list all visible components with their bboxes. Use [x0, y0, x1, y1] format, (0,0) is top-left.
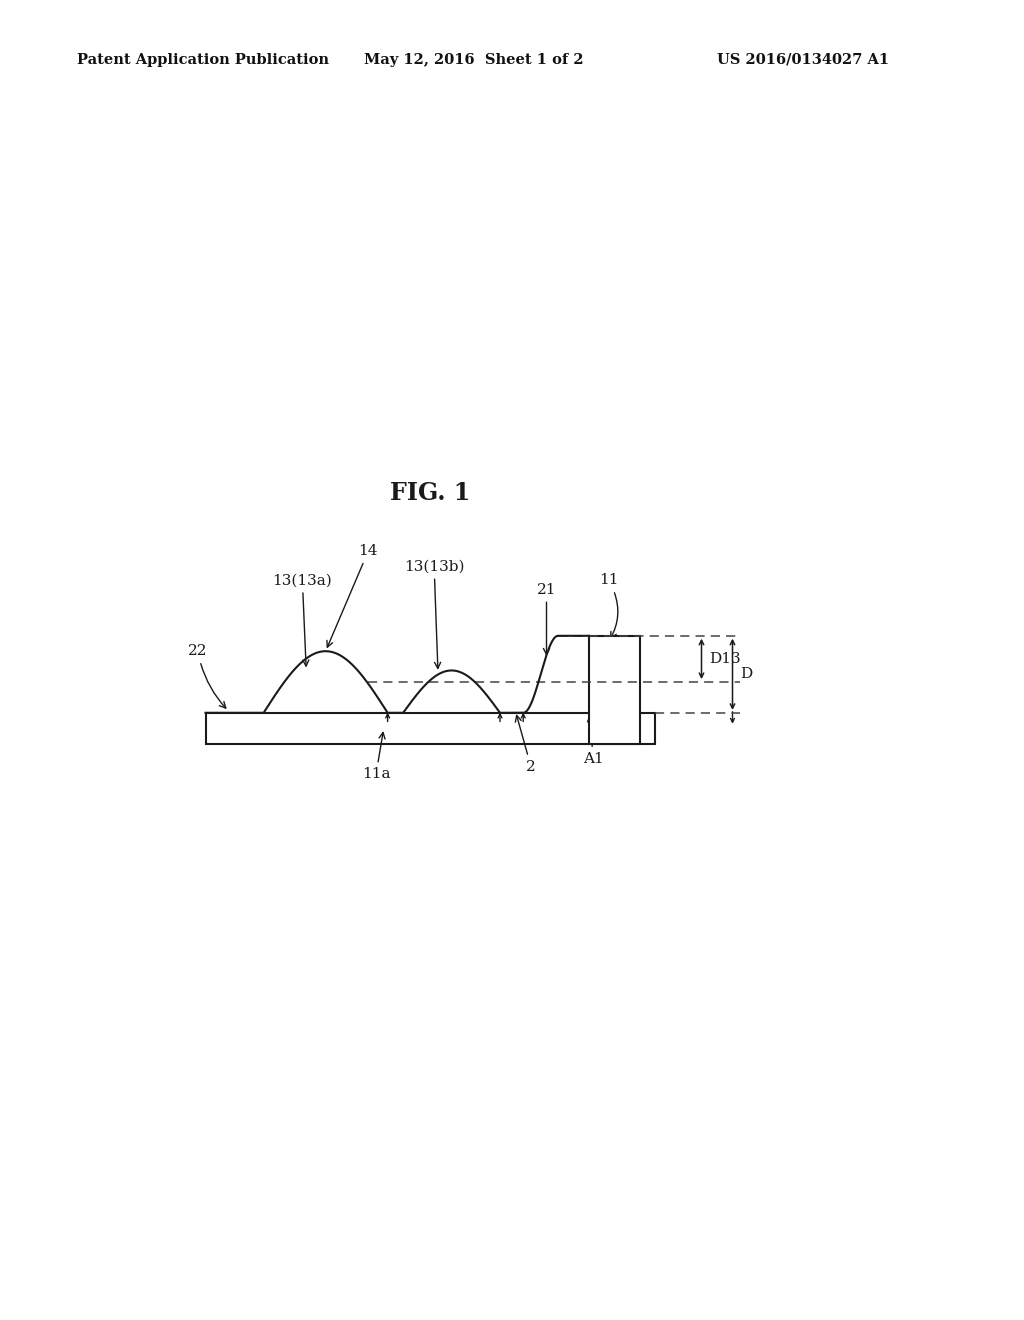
- Text: May 12, 2016  Sheet 1 of 2: May 12, 2016 Sheet 1 of 2: [364, 53, 583, 67]
- Text: FIG. 1: FIG. 1: [390, 482, 470, 506]
- Text: Patent Application Publication: Patent Application Publication: [77, 53, 329, 67]
- Text: 2: 2: [515, 715, 536, 774]
- Text: 13(13b): 13(13b): [403, 560, 464, 668]
- Text: D13: D13: [710, 652, 741, 665]
- Text: 11a: 11a: [361, 733, 390, 781]
- Text: 13(13a): 13(13a): [272, 573, 332, 667]
- Text: 14: 14: [327, 544, 378, 647]
- Text: 22: 22: [188, 644, 225, 708]
- Bar: [589, 636, 640, 743]
- Text: 11: 11: [599, 573, 618, 638]
- Bar: [206, 713, 655, 743]
- Text: 21: 21: [537, 582, 556, 655]
- Text: US 2016/0134027 A1: US 2016/0134027 A1: [717, 53, 889, 67]
- Text: D: D: [740, 668, 753, 681]
- Text: A1: A1: [583, 715, 603, 766]
